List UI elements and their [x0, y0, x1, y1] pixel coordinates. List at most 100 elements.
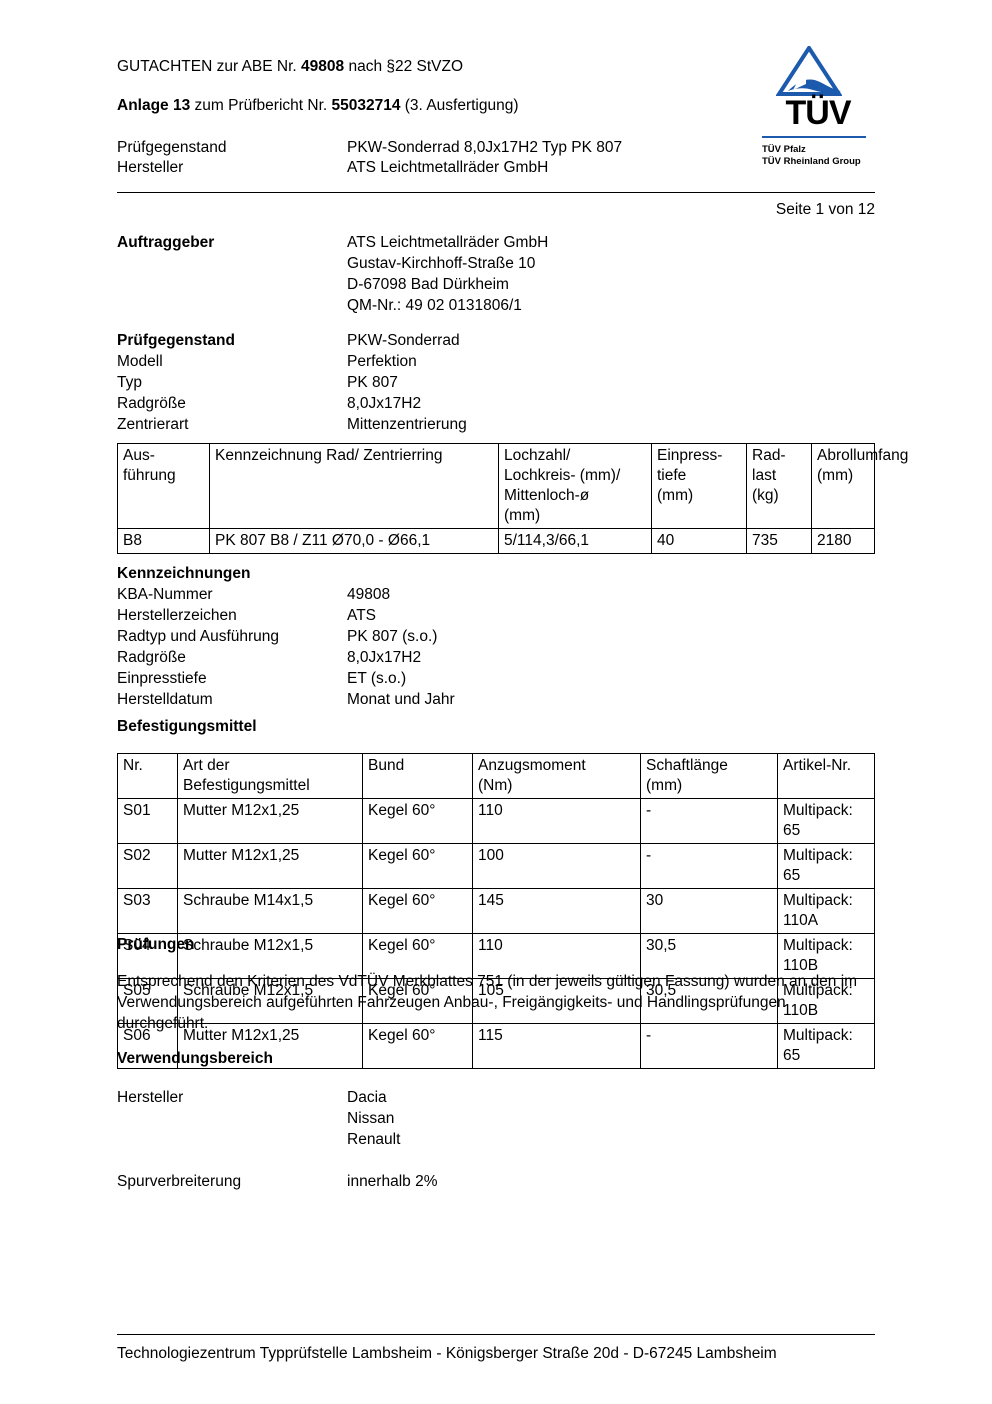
table-row: S02 Mutter M12x1,25 Kegel 60° 100 - Mult…	[117, 843, 875, 889]
header-hersteller-label: Hersteller	[117, 159, 184, 176]
anlage-suffix: (3. Ausfertigung)	[400, 97, 519, 114]
fast-cell-1-4: -	[640, 843, 778, 889]
kennzeichnungen-heading: Kennzeichnungen	[117, 565, 251, 582]
document-title-prefix: GUTACHTEN zur ABE Nr.	[117, 58, 302, 75]
table-row: S06 Mutter M12x1,25 Kegel 60° 115 - Mult…	[117, 1023, 875, 1069]
fast-cell-2-4: 30	[640, 888, 778, 934]
anlage-line: Anlage 13 zum Prüfbericht Nr. 55032714 (…	[117, 95, 519, 116]
verwend-gap-value	[347, 1150, 877, 1171]
header-hersteller-value: ATS Leichtmetallräder GmbH	[347, 159, 549, 176]
table-header-row: Nr. Art der Befestigungsmittel Bund Anzu…	[117, 753, 875, 799]
fast-th-5: Artikel-Nr.	[777, 753, 875, 799]
wheel-th-2: Lochzahl/ Lochkreis- (mm)/ Mittenloch-ø …	[498, 443, 652, 529]
pruefgegenstand-block: Prüfgegenstand PKW-Sonderrad Modell Perf…	[117, 330, 877, 435]
pruefgegenstand-key-0: Prüfgegenstand	[117, 332, 235, 349]
fast-cell-5-1: Mutter M12x1,25	[177, 1023, 363, 1069]
fast-cell-3-5: Multipack: 110B	[777, 933, 875, 979]
fast-cell-0-4: -	[640, 798, 778, 844]
fast-th-0: Nr.	[117, 753, 178, 799]
fast-cell-4-1: Schraube M12x1,5	[177, 978, 363, 1024]
kennz-value-5: Monat und Jahr	[347, 691, 455, 708]
auftraggeber-line-3: QM-Nr.: 49 02 0131806/1	[347, 297, 522, 314]
verwendungsbereich-block: Hersteller Dacia Nissan Renault Spurverb…	[117, 1087, 877, 1192]
header-pruefgegenstand-label: Prüfgegenstand	[117, 139, 227, 156]
fast-cell-4-2: Kegel 60°	[362, 978, 473, 1024]
table-row: S05 Schraube M12x1,5 Kegel 60° 105 30,5 …	[117, 978, 875, 1024]
wheel-cell-0-3: 40	[651, 528, 747, 554]
fast-cell-3-4: 30,5	[640, 933, 778, 979]
tuv-logo: TÜV TÜV Pfalz TÜV Rheinland Group	[752, 46, 882, 167]
fast-cell-5-5: Multipack: 65	[777, 1023, 875, 1069]
kennzeichnungen-block: Kennzeichnungen KBA-Nummer 49808 Herstel…	[117, 563, 877, 710]
tuv-logo-subtitle-line1: TÜV Pfalz	[762, 144, 806, 155]
wheel-th-4: Rad- last (kg)	[746, 443, 812, 529]
fast-cell-2-0: S03	[117, 888, 178, 934]
fast-cell-1-3: 100	[472, 843, 641, 889]
table-row: B8 PK 807 B8 / Z11 Ø70,0 - Ø66,1 5/114,3…	[117, 528, 875, 554]
kennz-key-0: KBA-Nummer	[117, 586, 213, 603]
tuv-logo-subtitle: TÜV Pfalz TÜV Rheinland Group	[762, 144, 861, 167]
fast-cell-2-3: 145	[472, 888, 641, 934]
footer-divider	[117, 1334, 875, 1335]
fast-cell-1-1: Mutter M12x1,25	[177, 843, 363, 889]
table-row: S01 Mutter M12x1,25 Kegel 60° 110 - Mult…	[117, 798, 875, 844]
fast-cell-0-1: Mutter M12x1,25	[177, 798, 363, 844]
fast-cell-3-0: S04	[117, 933, 178, 979]
fast-cell-1-5: Multipack: 65	[777, 843, 875, 889]
befestigungsmittel-table: Nr. Art der Befestigungsmittel Bund Anzu…	[117, 753, 875, 1069]
auftraggeber-spacer-1	[117, 253, 347, 274]
kennz-key-5: Herstelldatum	[117, 691, 213, 708]
kennz-key-1: Herstellerzeichen	[117, 607, 237, 624]
wheel-cell-0-1: PK 807 B8 / Z11 Ø70,0 - Ø66,1	[209, 528, 499, 554]
header-divider	[117, 192, 875, 193]
page-indicator: Seite 1 von 12	[775, 201, 875, 218]
auftraggeber-line-0: ATS Leichtmetallräder GmbH	[347, 234, 549, 251]
pruefgegenstand-key-4: Zentrierart	[117, 416, 189, 433]
abe-number: 49808	[301, 58, 345, 75]
pruefgegenstand-value-0: PKW-Sonderrad	[347, 332, 460, 349]
fast-cell-3-1: Schraube M12x1,5	[177, 933, 363, 979]
verwend-hersteller-label: Hersteller	[117, 1089, 184, 1106]
verwendungsbereich-heading: Verwendungsbereich	[117, 1050, 273, 1067]
document-title-suffix: nach §22 StVZO	[344, 58, 464, 75]
fast-th-4: Schaftlänge (mm)	[640, 753, 778, 799]
fast-cell-1-0: S02	[117, 843, 178, 889]
auftraggeber-line-2: D-67098 Bad Dürkheim	[347, 276, 509, 293]
wheel-th-0: Aus- führung	[117, 443, 210, 529]
wheel-cell-0-5: 2180	[811, 528, 875, 554]
wheel-cell-0-4: 735	[746, 528, 812, 554]
anlage-mid: zum Prüfbericht Nr.	[190, 97, 332, 114]
kennz-value-2: PK 807 (s.o.)	[347, 628, 438, 645]
fast-cell-3-3: 110	[472, 933, 641, 979]
kennz-value-3: 8,0Jx17H2	[347, 649, 422, 666]
fast-cell-2-5: Multipack: 110A	[777, 888, 875, 934]
fast-cell-0-5: Multipack: 65	[777, 798, 875, 844]
verwend-spacer-1	[117, 1108, 347, 1129]
wheel-cell-0-0: B8	[117, 528, 210, 554]
pruefgegenstand-value-3: 8,0Jx17H2	[347, 395, 422, 412]
fast-cell-4-5: Multipack: 110B	[777, 978, 875, 1024]
pruefgegenstand-key-2: Typ	[117, 374, 142, 391]
tuv-logo-subtitle-line2: TÜV Rheinland Group	[762, 155, 861, 167]
verwend-hersteller-value-2: Renault	[347, 1131, 401, 1148]
pruefgegenstand-key-1: Modell	[117, 353, 163, 370]
auftraggeber-block: Auftraggeber ATS Leichtmetallräder GmbH …	[117, 232, 877, 316]
wheel-th-5: Abrollumfang (mm)	[811, 443, 908, 529]
table-row: S03 Schraube M14x1,5 Kegel 60° 145 30 Mu…	[117, 888, 875, 934]
auftraggeber-spacer-3	[117, 295, 347, 316]
kennz-key-2: Radtyp und Ausführung	[117, 628, 280, 645]
pruefgegenstand-value-4: Mittenzentrierung	[347, 416, 467, 433]
report-number: 55032714	[331, 97, 401, 114]
anlage-label: Anlage 13	[117, 97, 191, 114]
fast-th-2: Bund	[362, 753, 473, 799]
wheel-th-3: Einpress- tiefe (mm)	[651, 443, 747, 529]
verwend-hersteller-value-0: Dacia	[347, 1089, 387, 1106]
kennz-value-1: ATS	[347, 607, 376, 624]
kennz-value-4: ET (s.o.)	[347, 670, 407, 687]
pruefgegenstand-value-1: Perfektion	[347, 353, 417, 370]
fast-cell-1-2: Kegel 60°	[362, 843, 473, 889]
auftraggeber-line-1: Gustav-Kirchhoff-Straße 10	[347, 255, 536, 272]
tuv-wordmark: TÜV	[785, 94, 852, 132]
fast-cell-0-2: Kegel 60°	[362, 798, 473, 844]
pruefgegenstand-value-2: PK 807	[347, 374, 398, 391]
